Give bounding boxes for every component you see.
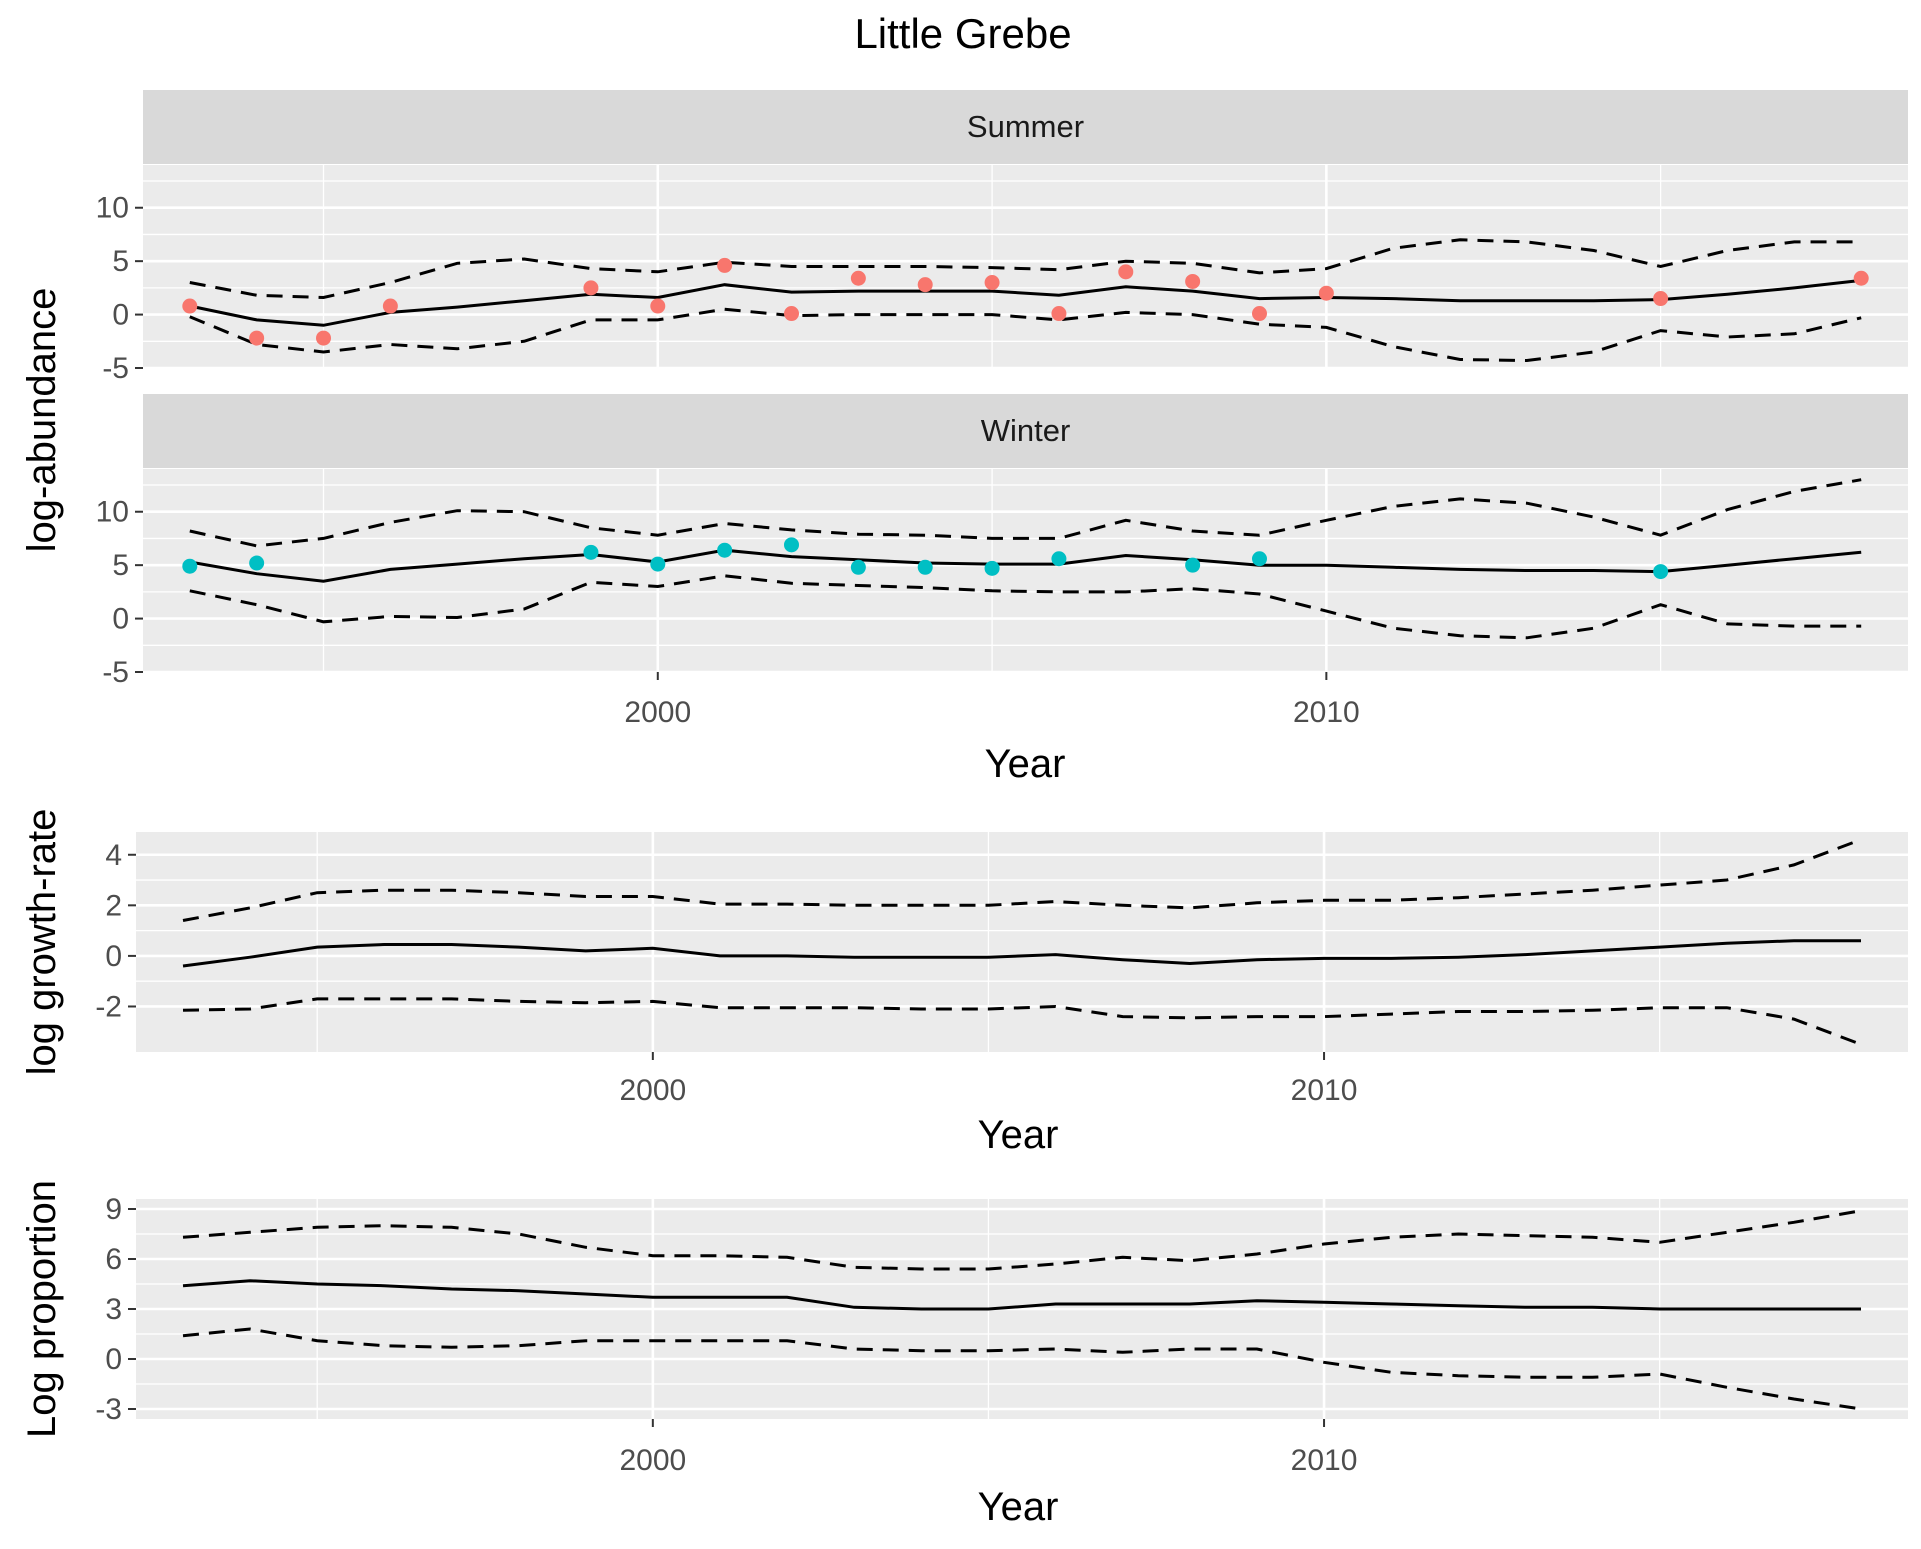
facet-strip-winter: Winter (143, 394, 1908, 468)
abundance-winter-panel: -5 0 5 10 (96, 469, 1908, 689)
abundance-winter-data-point (717, 542, 733, 558)
abundance-winter-y-tick-label: 5 (112, 549, 129, 582)
abundance-winter-y-tick-label: 0 (112, 603, 129, 636)
abundance-winter-data-point (583, 544, 599, 560)
proportion-y-tick-label: -3 (95, 1393, 122, 1426)
abundance-summer-data-point (1853, 270, 1869, 286)
abundance-summer-y-tick-label: 10 (96, 192, 129, 225)
abundance-winter-y-tick-label: 10 (96, 496, 129, 529)
proportion-y-tick-label: 0 (105, 1343, 122, 1376)
abundance-summer-data-point (850, 270, 866, 286)
growth-panel-background (136, 832, 1908, 1052)
abundance-summer-y-tick-label: 0 (112, 299, 129, 332)
abundance-winter-data-point (1251, 551, 1267, 567)
abundance-winter-data-point (182, 558, 198, 574)
abundance-x-tick-label: 2000 (624, 696, 691, 729)
plot-layer: Summer -5 0 5 10 Winter -5 0 5 10 2000 2010 Year log-… (20, 90, 1908, 1529)
growth-y-tick-label: -2 (95, 990, 122, 1023)
abundance-summer-data-point (1118, 264, 1134, 280)
proportion-y-tick-label: 3 (105, 1293, 122, 1326)
abundance-summer-data-point (1251, 306, 1267, 322)
facet-strip-background (143, 90, 1908, 164)
abundance-summer-data-point (917, 277, 933, 293)
growth-series-lower-line (182, 997, 1862, 1046)
abundance-summer-data-point (382, 298, 398, 314)
growth-x-tick-label: 2010 (1291, 1074, 1358, 1107)
proportion-panel: -3 0 3 6 9 (95, 1193, 1908, 1426)
growth-y-axis-title: log growth-rate (20, 809, 64, 1076)
abundance-summer-data-point (182, 298, 198, 314)
abundance-summer-data-point (1653, 291, 1669, 307)
abundance-summer-data-point (1185, 273, 1201, 289)
abundance-summer-data-point (1318, 285, 1334, 301)
proportion-y-tick-label: 9 (105, 1193, 122, 1226)
abundance-summer-series-upper-line (189, 238, 1862, 300)
growth-x-tick-label: 2000 (619, 1074, 686, 1107)
abundance-summer-y-tick-label: 5 (112, 245, 129, 278)
abundance-summer-data-point (984, 275, 1000, 291)
abundance-summer-data-point (1051, 306, 1067, 322)
abundance-winter-data-point (1185, 557, 1201, 573)
facet-strip-summer: Summer (143, 90, 1908, 164)
abundance-winter-series-lower-line (189, 574, 1862, 640)
growth-panel: -2 0 2 4 (95, 832, 1908, 1052)
abundance-summer-data-point (650, 298, 666, 314)
abundance-summer-panel: -5 0 5 10 (96, 165, 1908, 385)
proportion-x-axis-title: Year (978, 1485, 1059, 1529)
abundance-winter-data-point (917, 559, 933, 575)
proportion-x-tick-label: 2000 (619, 1444, 686, 1477)
proportion-series-estimate-line (182, 1279, 1861, 1311)
growth-x-axis-title: Year (978, 1113, 1059, 1157)
abundance-winter-data-point (784, 537, 800, 553)
growth-series-upper-line (182, 838, 1862, 922)
abundance-winter-data-point (249, 555, 265, 571)
growth-y-tick-label: 2 (105, 889, 122, 922)
abundance-summer-y-tick-label: -5 (102, 352, 129, 385)
abundance-winter-series-estimate-line (189, 548, 1862, 583)
growth-y-tick-label: 0 (105, 940, 122, 973)
abundance-summer-data-point (784, 306, 800, 322)
abundance-winter-data-point (1051, 551, 1067, 567)
abundance-winter-data-point (984, 560, 1000, 576)
abundance-winter-series-upper-line (189, 478, 1862, 548)
abundance-winter-data-point (850, 559, 866, 575)
abundance-y-axis-title: log-abundance (20, 288, 64, 553)
abundance-summer-data-point (249, 330, 265, 346)
facet-strip-label: Summer (967, 109, 1084, 144)
facet-strip-background (143, 394, 1908, 468)
chart-title: Little Grebe (854, 10, 1071, 57)
abundance-summer-data-point (316, 330, 332, 346)
abundance-winter-data-point (1653, 564, 1669, 580)
abundance-summer-series-lower-line (189, 307, 1862, 363)
facet-strip-label: Winter (981, 413, 1071, 448)
abundance-summer-data-point (583, 280, 599, 296)
abundance-winter-y-tick-label: -5 (102, 656, 129, 689)
abundance-summer-panel-background (143, 165, 1908, 368)
proportion-y-axis-title: Log proportion (20, 1180, 64, 1438)
abundance-x-axis-title: Year (985, 742, 1066, 786)
proportion-x-tick-label: 2010 (1291, 1444, 1358, 1477)
abundance-winter-data-point (650, 556, 666, 572)
proportion-y-tick-label: 6 (105, 1243, 122, 1276)
growth-y-tick-label: 4 (105, 839, 122, 872)
abundance-x-tick-label: 2010 (1293, 696, 1360, 729)
proportion-series-lower-line (182, 1327, 1862, 1411)
abundance-summer-series-estimate-line (189, 278, 1862, 327)
abundance-summer-data-point (717, 257, 733, 273)
growth-series-estimate-line (182, 939, 1861, 968)
proportion-series-upper-line (182, 1209, 1862, 1271)
